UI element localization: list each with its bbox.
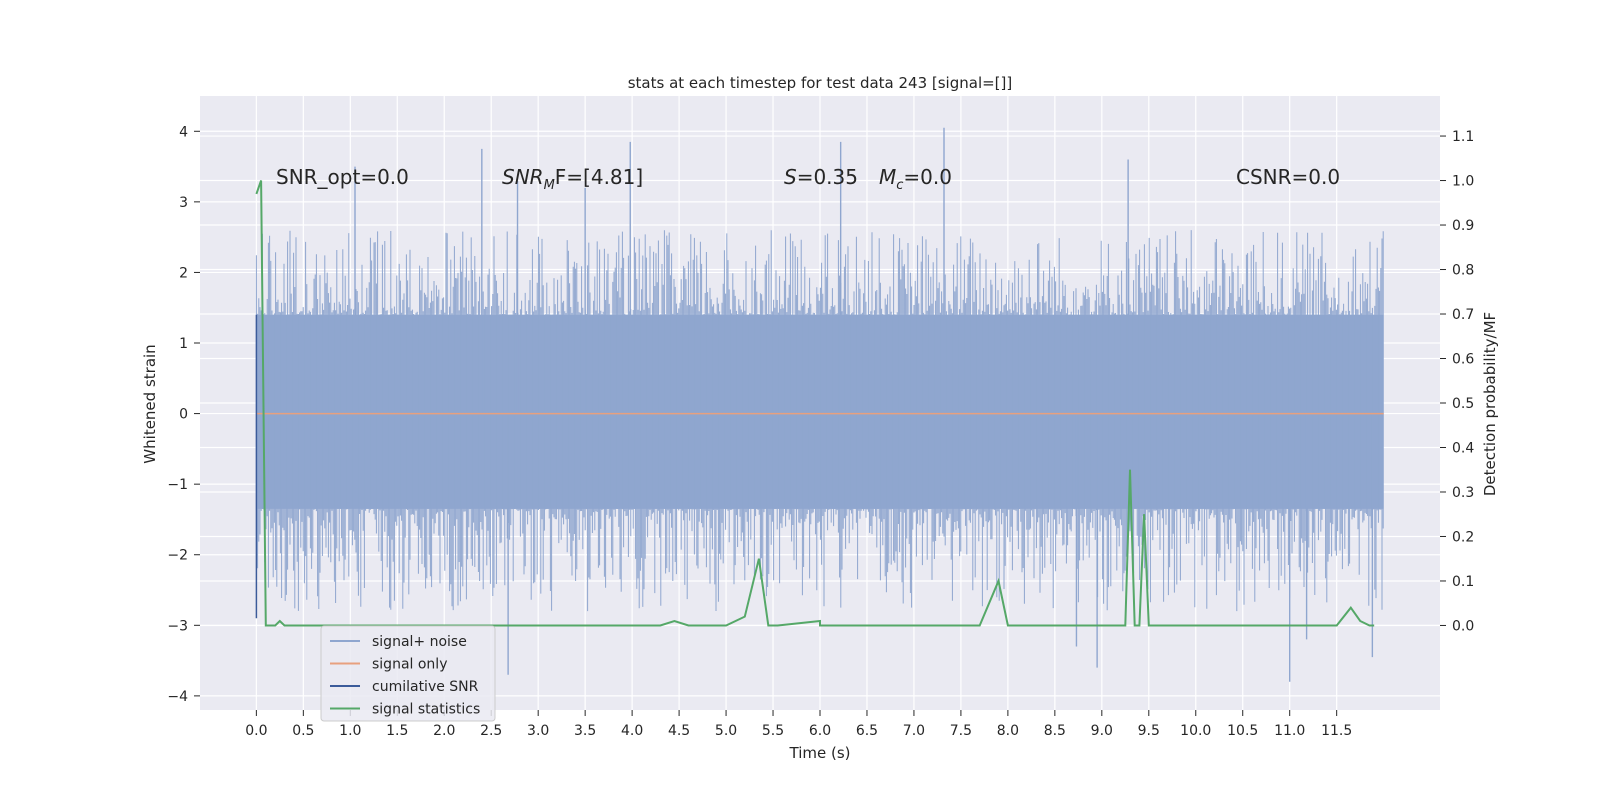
x-tick-label: 11.5 xyxy=(1321,723,1352,739)
annotation-mc-sub: c xyxy=(896,178,903,193)
annotation-mc-letter: M xyxy=(879,165,896,189)
y-left-tick-label: 1 xyxy=(179,336,188,352)
x-tick-label: 1.5 xyxy=(386,723,408,739)
y-left-tick-label: 4 xyxy=(179,124,188,140)
series-line-signal-statistics xyxy=(255,180,1375,627)
series-lines xyxy=(255,180,1384,627)
x-tick-label: 0.0 xyxy=(245,723,267,739)
legend-entries: signal+ noise signal only cumilative SNR si… xyxy=(330,634,480,718)
y-right-tick-label: 0.6 xyxy=(1452,352,1474,368)
annotation-s: S=0.35 xyxy=(784,165,858,189)
chart-title: stats at each timestep for test data 243… xyxy=(628,74,1013,92)
annotation-snr-mf-rest: F=[4.81] xyxy=(555,165,643,189)
x-tick-label: 4.0 xyxy=(621,723,643,739)
y-axis-label-right: Detection probability/MF xyxy=(1481,312,1499,496)
y-right-tick-label: 1.1 xyxy=(1452,129,1474,145)
x-tick-label: 4.5 xyxy=(668,723,690,739)
annotation-snr-mf: SNRMF=[4.81] xyxy=(502,165,643,193)
y-axis-label-left: Whitened strain xyxy=(141,344,159,463)
y-left-tick-label: −4 xyxy=(167,689,188,705)
annotation-snr-mf-sub: M xyxy=(544,178,555,193)
x-tick-label: 9.5 xyxy=(1138,723,1160,739)
legend: signal+ noise signal only cumilative SNR si… xyxy=(320,625,496,722)
y-right-tick-label: 1.0 xyxy=(1452,174,1474,190)
y-right-tick-label: 0.9 xyxy=(1452,218,1474,234)
y-right-tick-label: 0.8 xyxy=(1452,263,1474,279)
x-tick-label: 2.0 xyxy=(433,723,455,739)
x-tick-label: 10.5 xyxy=(1227,723,1258,739)
annotations: SNR_opt=0.0 SNRMF=[4.81] S=0.35 Mc=0.0 C… xyxy=(276,165,1340,193)
x-tick-label: 10.0 xyxy=(1180,723,1211,739)
legend-label: cumilative SNR xyxy=(372,679,479,695)
x-tick-label: 9.0 xyxy=(1091,723,1113,739)
legend-label: signal only xyxy=(372,657,447,673)
legend-box xyxy=(320,625,496,722)
x-tick-label: 0.5 xyxy=(292,723,314,739)
y-left-tick-label: 2 xyxy=(179,265,188,281)
legend-label: signal+ noise xyxy=(372,634,467,650)
y-left-tick-label: 0 xyxy=(179,407,188,423)
annotation-s-value: =0.35 xyxy=(797,165,858,189)
annotation-mc: Mc=0.0 xyxy=(879,165,952,193)
y-right-tick-label: 0.2 xyxy=(1452,529,1474,545)
x-tick-label: 1.0 xyxy=(339,723,361,739)
annotation-csnr: CSNR=0.0 xyxy=(1236,165,1340,189)
x-tick-label: 11.0 xyxy=(1274,723,1305,739)
x-tick-label: 2.5 xyxy=(480,723,502,739)
x-tick-label: 5.5 xyxy=(762,723,784,739)
y-right-tick-label: 0.0 xyxy=(1452,618,1474,634)
x-tick-label: 7.5 xyxy=(950,723,972,739)
x-tick-label: 8.0 xyxy=(997,723,1019,739)
y-right-tick-label: 0.3 xyxy=(1452,485,1474,501)
x-tick-label: 3.0 xyxy=(527,723,549,739)
y-left-tick-label: −3 xyxy=(167,618,188,634)
x-tick-label: 7.0 xyxy=(903,723,925,739)
x-axis-label: Time (s) xyxy=(789,744,851,762)
annotation-mc-value: =0.0 xyxy=(903,165,952,189)
annotation-snr-opt: SNR_opt=0.0 xyxy=(276,165,409,189)
annotation-s-letter: S xyxy=(784,165,797,189)
y-left-tick-label: −2 xyxy=(167,548,188,564)
y-right-tick-label: 0.7 xyxy=(1452,307,1474,323)
legend-label: signal statistics xyxy=(372,702,480,718)
x-tick-label: 6.5 xyxy=(856,723,878,739)
series-signal-noise xyxy=(255,127,1384,682)
y-right-tick-label: 0.1 xyxy=(1452,574,1474,590)
y-right-tick-label: 0.5 xyxy=(1452,396,1474,412)
y-right-tick-label: 0.4 xyxy=(1452,440,1474,456)
y-left-tick-label: −1 xyxy=(167,477,188,493)
annotation-snr-mf-main: SNR xyxy=(502,165,544,189)
x-tick-label: 8.5 xyxy=(1044,723,1066,739)
y-left-tick-label: 3 xyxy=(179,195,188,211)
x-tick-label: 5.0 xyxy=(715,723,737,739)
axes-ticks: 0.0 0.5 1.0 1.5 2.0 2.5 3.0 3.5 4.0 4.5 5.0 5.5 6.0 6… xyxy=(167,124,1474,739)
x-tick-label: 3.5 xyxy=(574,723,596,739)
x-tick-label: 6.0 xyxy=(809,723,831,739)
